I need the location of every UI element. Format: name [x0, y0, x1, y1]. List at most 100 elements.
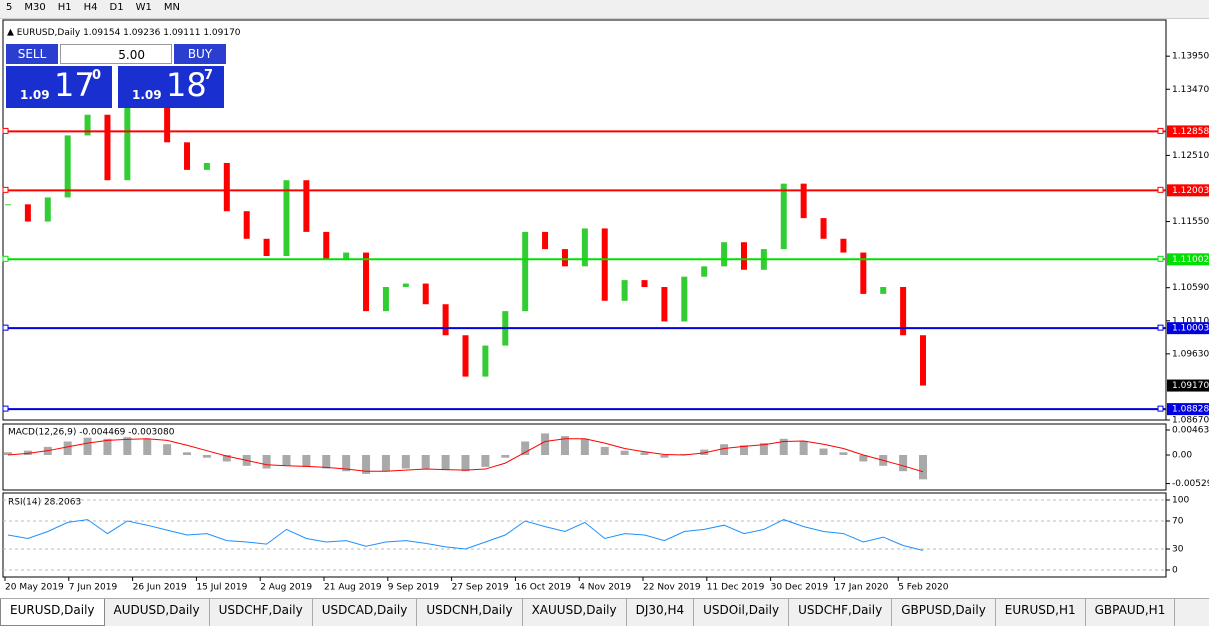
- price-sup: 0: [92, 68, 102, 83]
- buy-price[interactable]: 1.09 18 7: [118, 66, 224, 108]
- timeframe-button[interactable]: M30: [24, 2, 46, 13]
- rsi-frame: [2, 492, 1167, 578]
- macd-bar: [401, 455, 410, 469]
- macd-bar: [700, 449, 709, 456]
- chart-tab[interactable]: AUDUSD,Daily: [105, 599, 210, 626]
- date-label: 30 Dec 2019: [771, 583, 829, 593]
- symbol-header: ▲ EURUSD,Daily 1.09154 1.09236 1.09111 1…: [7, 28, 241, 38]
- level-label: 1.08828: [1172, 405, 1209, 415]
- lot-input[interactable]: 5.00: [60, 44, 172, 64]
- candle: [44, 197, 51, 222]
- level-handle: [2, 186, 9, 193]
- level-handle: [2, 405, 9, 412]
- date-label: 11 Dec 2019: [707, 583, 765, 593]
- timeframe-button[interactable]: MN: [163, 2, 180, 13]
- candle: [422, 283, 429, 305]
- price-big: 1.09: [20, 88, 50, 102]
- chart-tab[interactable]: USDOil,Daily: [694, 599, 790, 626]
- level-label-bg: [1167, 322, 1209, 335]
- chart-tab[interactable]: EURUSD,H1: [996, 599, 1086, 626]
- macd-bar: [123, 437, 132, 456]
- candle: [243, 211, 250, 239]
- level-handle: [1157, 255, 1164, 262]
- timeframe-button[interactable]: H1: [57, 2, 72, 13]
- timeframe-button[interactable]: W1: [135, 2, 152, 13]
- sell-button[interactable]: SELL: [6, 44, 58, 64]
- rsi-line: [7, 519, 924, 551]
- macd-bar: [83, 437, 92, 456]
- macd-bar: [202, 455, 211, 458]
- candle: [303, 180, 310, 232]
- chart-tab[interactable]: USDCHF,Daily: [210, 599, 313, 626]
- macd-bar: [660, 455, 669, 458]
- y-tick-label: 0.00463: [1172, 425, 1209, 435]
- macd-bar: [421, 455, 430, 469]
- sell-price[interactable]: 1.09 17 0: [6, 66, 112, 108]
- y-tick-label: 1.13950: [1172, 52, 1209, 62]
- chart-tab[interactable]: GBPAUD,H1: [1086, 599, 1176, 626]
- macd-bar: [381, 455, 390, 472]
- macd-bar: [481, 455, 490, 467]
- price-sup: 7: [204, 68, 214, 83]
- macd-signal: [7, 438, 924, 473]
- level-handle: [2, 255, 9, 262]
- candle: [701, 266, 708, 277]
- timeframe-button[interactable]: H4: [83, 2, 98, 13]
- chart-tab[interactable]: USDCHF,Daily: [789, 599, 893, 626]
- level-label: 1.12858: [1172, 127, 1209, 137]
- macd-bar: [183, 452, 192, 456]
- chart-tab[interactable]: EURUSD,Daily: [0, 599, 105, 626]
- price-main: 17: [54, 66, 95, 104]
- timeframe-button[interactable]: 5: [6, 2, 13, 13]
- buy-button[interactable]: BUY: [174, 44, 226, 64]
- candle: [24, 204, 31, 222]
- macd-bar: [541, 433, 550, 456]
- macd-bar: [680, 453, 689, 456]
- price-big: 1.09: [132, 88, 162, 102]
- candle: [402, 283, 409, 288]
- candle: [721, 242, 728, 267]
- macd-bar: [4, 452, 12, 456]
- candle: [601, 228, 608, 301]
- candle: [621, 280, 628, 301]
- macd-bar: [222, 455, 231, 462]
- macd-bar: [282, 455, 291, 466]
- chart-tab[interactable]: XAUUSD,Daily: [523, 599, 627, 626]
- y-tick-label: 1.11550: [1172, 217, 1209, 227]
- level-label-bg: [1167, 403, 1209, 416]
- macd-bar: [63, 441, 72, 456]
- chart-tabs: EURUSD,Daily AUDUSD,Daily USDCHF,Daily USDC…: [0, 598, 1209, 626]
- candle: [561, 249, 568, 267]
- y-tick-label: 1.12510: [1172, 151, 1209, 161]
- candle: [382, 287, 389, 312]
- macd-bar: [919, 455, 927, 480]
- chart-tab[interactable]: USDCAD,Daily: [313, 599, 418, 626]
- candle: [323, 231, 330, 260]
- candle: [681, 276, 688, 322]
- date-label: 21 Aug 2019: [324, 583, 382, 593]
- level-label-bg: [1167, 184, 1209, 197]
- last-price-bg: [1167, 379, 1209, 392]
- macd-bar: [262, 455, 271, 469]
- chart-tab[interactable]: DJ30,H4: [627, 599, 695, 626]
- date-label: 17 Jan 2020: [834, 583, 888, 593]
- chart-tab[interactable]: USDCNH,Daily: [417, 599, 523, 626]
- candle: [462, 335, 469, 377]
- macd-bar: [302, 455, 311, 467]
- candle: [124, 94, 131, 181]
- date-label: 22 Nov 2019: [643, 583, 701, 593]
- candle: [184, 142, 191, 170]
- candle: [283, 180, 290, 257]
- chart-area: ▲ EURUSD,Daily 1.09154 1.09236 1.09111 1…: [2, 19, 1209, 593]
- rsi-label: RSI(14) 28.2063: [8, 498, 81, 508]
- candle: [522, 231, 529, 312]
- chart-tab[interactable]: GBPUSD,Daily: [892, 599, 996, 626]
- date-label: 2 Aug 2019: [260, 583, 312, 593]
- macd-bar: [23, 450, 32, 456]
- macd-bar: [799, 441, 808, 456]
- timeframe-button[interactable]: D1: [109, 2, 124, 13]
- macd-bar: [143, 438, 152, 456]
- level-label: 1.12003: [1172, 186, 1209, 196]
- macd-label: MACD(12,26,9) -0.004469 -0.003080: [8, 428, 175, 438]
